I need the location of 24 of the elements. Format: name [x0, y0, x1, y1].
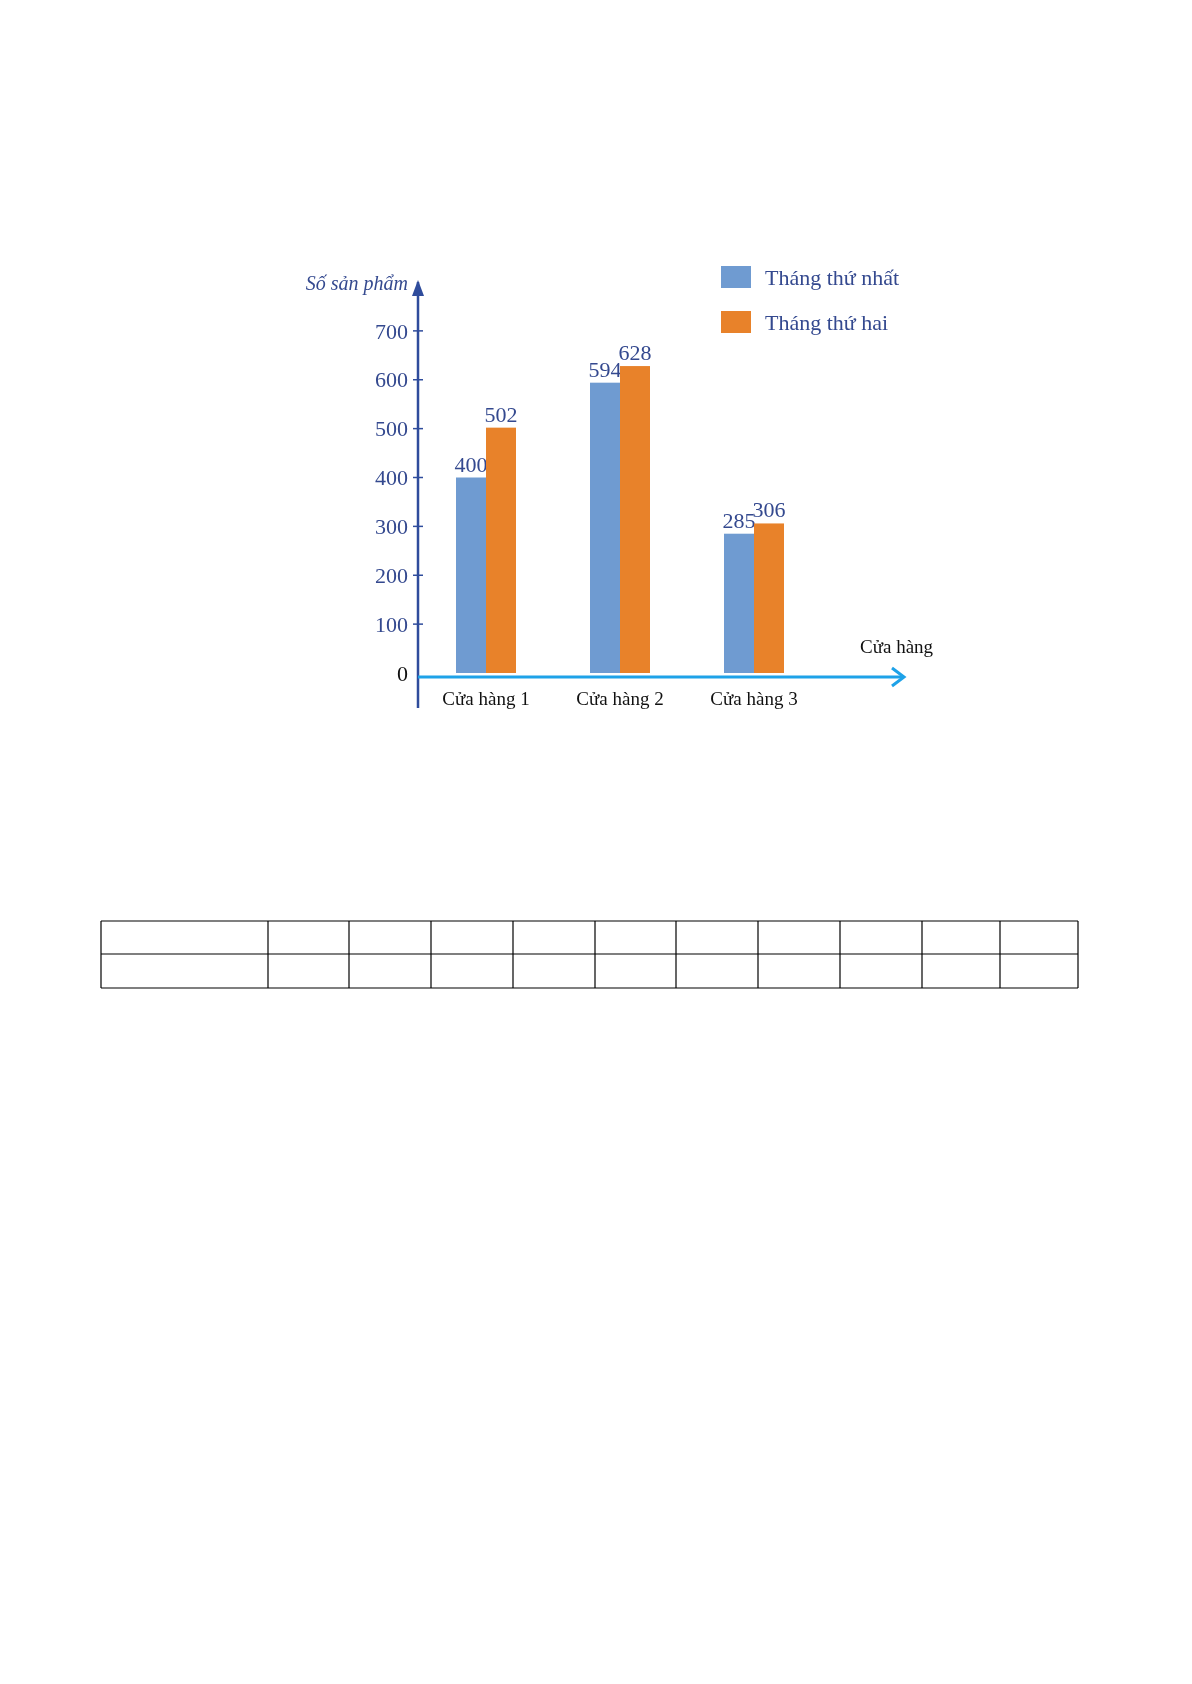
bar	[754, 523, 784, 673]
x-tick-label: Cửa hàng 1	[442, 688, 530, 709]
y-tick-label: 0	[397, 660, 408, 686]
bar	[456, 477, 486, 673]
data-label: 400	[454, 451, 488, 477]
x-axis-title: Cửa hàng	[860, 636, 934, 657]
y-tick-label: 300	[375, 514, 408, 540]
y-tick-label: 200	[375, 562, 408, 588]
y-axis-title: Số sản phẩm	[305, 272, 408, 295]
bar	[724, 533, 754, 673]
legend-label: Tháng thứ hai	[765, 309, 889, 335]
bar	[620, 366, 650, 673]
bar	[590, 382, 620, 673]
y-tick-label: 400	[375, 465, 408, 491]
y-tick-label: 500	[375, 416, 408, 442]
data-label: 502	[484, 401, 518, 427]
legend-label: Tháng thứ nhất	[765, 264, 900, 290]
x-tick-label: Cửa hàng 2	[576, 688, 664, 709]
data-label: 628	[618, 340, 652, 366]
x-tick-label: Cửa hàng 3	[710, 688, 798, 709]
y-tick-label: 700	[375, 318, 408, 344]
bar	[486, 427, 516, 673]
y-tick-label: 600	[375, 367, 408, 393]
y-tick-label: 100	[375, 611, 408, 637]
